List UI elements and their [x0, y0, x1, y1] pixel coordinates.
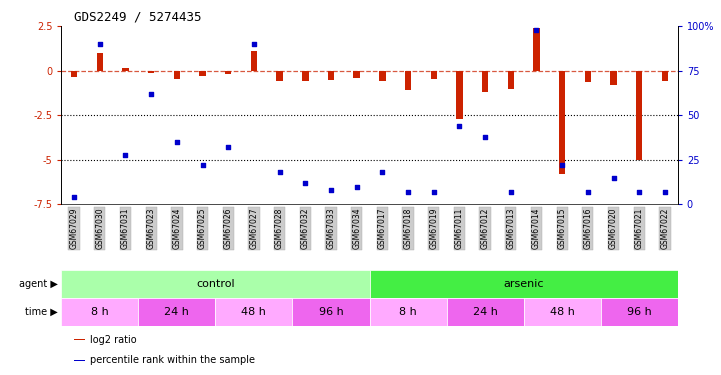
Bar: [74, 339, 84, 340]
Bar: [174, 71, 180, 79]
Point: [557, 162, 568, 168]
Bar: [636, 71, 642, 160]
Text: GSM67022: GSM67022: [660, 208, 669, 249]
Bar: [610, 71, 616, 85]
Bar: [328, 71, 335, 80]
Text: 48 h: 48 h: [242, 307, 266, 317]
Text: GSM67028: GSM67028: [275, 208, 284, 249]
Bar: [97, 53, 103, 71]
Text: 24 h: 24 h: [473, 307, 497, 317]
Bar: [138, 298, 216, 326]
Point: [299, 180, 311, 186]
Bar: [225, 71, 231, 74]
Point: [479, 134, 491, 140]
Bar: [123, 68, 129, 71]
Text: agent ▶: agent ▶: [19, 279, 58, 289]
Text: control: control: [196, 279, 235, 289]
Text: 96 h: 96 h: [627, 307, 652, 317]
Point: [454, 123, 465, 129]
Bar: [508, 71, 514, 88]
Text: GSM67015: GSM67015: [557, 208, 567, 249]
Bar: [370, 270, 678, 298]
Text: 24 h: 24 h: [164, 307, 190, 317]
Point: [120, 152, 131, 157]
Text: GSM67034: GSM67034: [352, 208, 361, 249]
Text: percentile rank within the sample: percentile rank within the sample: [89, 356, 255, 365]
Point: [274, 170, 286, 176]
Text: 96 h: 96 h: [319, 307, 343, 317]
Point: [428, 189, 440, 195]
Text: GSM67011: GSM67011: [455, 208, 464, 249]
Point: [68, 194, 80, 200]
Text: GSM67032: GSM67032: [301, 208, 310, 249]
Text: GSM67030: GSM67030: [95, 208, 105, 249]
Text: arsenic: arsenic: [503, 279, 544, 289]
Bar: [370, 298, 446, 326]
Point: [608, 175, 619, 181]
Point: [505, 189, 516, 195]
Text: GSM67029: GSM67029: [70, 208, 79, 249]
Text: GSM67012: GSM67012: [481, 208, 490, 249]
Bar: [251, 51, 257, 71]
Text: GSM67026: GSM67026: [224, 208, 233, 249]
Text: GSM67019: GSM67019: [429, 208, 438, 249]
Text: GSM67033: GSM67033: [327, 208, 335, 249]
Point: [582, 189, 593, 195]
Bar: [379, 71, 386, 81]
Point: [146, 91, 157, 97]
Text: GSM67023: GSM67023: [146, 208, 156, 249]
Bar: [216, 298, 293, 326]
Text: time ▶: time ▶: [25, 307, 58, 317]
Text: 8 h: 8 h: [399, 307, 417, 317]
Bar: [601, 298, 678, 326]
Text: GSM67013: GSM67013: [506, 208, 516, 249]
Text: GSM67025: GSM67025: [198, 208, 207, 249]
Bar: [559, 71, 565, 174]
Point: [531, 27, 542, 33]
Bar: [523, 298, 601, 326]
Point: [248, 41, 260, 47]
Point: [223, 144, 234, 150]
Point: [197, 162, 208, 168]
Bar: [148, 71, 154, 73]
Text: log2 ratio: log2 ratio: [89, 335, 136, 345]
Text: GSM67016: GSM67016: [583, 208, 593, 249]
Bar: [61, 298, 138, 326]
Bar: [456, 71, 463, 119]
Text: GSM67017: GSM67017: [378, 208, 387, 249]
Text: GSM67024: GSM67024: [172, 208, 182, 249]
Bar: [404, 71, 411, 90]
Bar: [353, 71, 360, 78]
Text: 48 h: 48 h: [549, 307, 575, 317]
Text: GDS2249 / 5274435: GDS2249 / 5274435: [74, 11, 201, 24]
Bar: [585, 71, 591, 82]
Text: GSM67020: GSM67020: [609, 208, 618, 249]
Bar: [71, 71, 77, 77]
Point: [376, 170, 388, 176]
Text: GSM67021: GSM67021: [634, 208, 644, 249]
Bar: [199, 71, 205, 76]
Bar: [74, 360, 84, 361]
Point: [351, 184, 363, 190]
Point: [634, 189, 645, 195]
Bar: [430, 71, 437, 79]
Point: [94, 41, 105, 47]
Bar: [61, 270, 370, 298]
Bar: [534, 28, 540, 71]
Bar: [302, 71, 309, 81]
Point: [402, 189, 414, 195]
Point: [325, 187, 337, 193]
Point: [659, 189, 671, 195]
Bar: [446, 298, 523, 326]
Text: GSM67031: GSM67031: [121, 208, 130, 249]
Bar: [662, 71, 668, 81]
Point: [171, 139, 182, 145]
Text: 8 h: 8 h: [91, 307, 109, 317]
Text: GSM67018: GSM67018: [404, 208, 412, 249]
Text: GSM67014: GSM67014: [532, 208, 541, 249]
Text: GSM67027: GSM67027: [249, 208, 258, 249]
Bar: [293, 298, 370, 326]
Bar: [482, 71, 488, 92]
Bar: [276, 71, 283, 81]
